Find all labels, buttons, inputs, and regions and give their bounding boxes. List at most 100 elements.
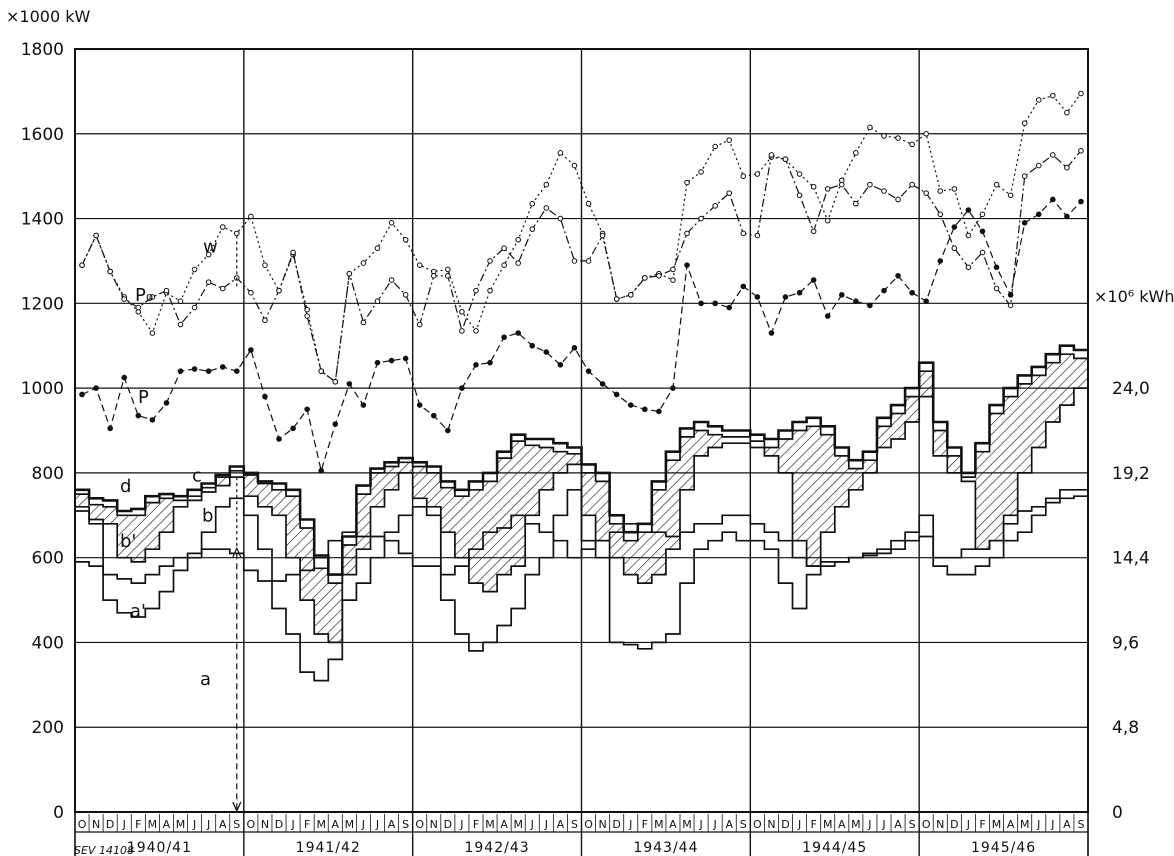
point-w	[1035, 162, 1042, 169]
y-tick-label: 0	[53, 803, 64, 823]
point-P₀	[670, 277, 676, 283]
year-label: 1942/43	[464, 840, 529, 856]
point-P	[670, 385, 676, 391]
curve-label: b	[202, 506, 213, 527]
month-label: S	[233, 818, 240, 831]
year-label: 1940/41	[127, 840, 192, 856]
point-w	[824, 186, 831, 192]
point-P₀	[740, 173, 747, 179]
hatch-segment	[778, 438, 793, 473]
month-label: M	[823, 818, 833, 831]
month-label: N	[430, 818, 438, 831]
series-b	[75, 387, 1088, 644]
hatch-segment	[525, 445, 540, 516]
point-P₀	[388, 219, 395, 226]
point-P	[374, 359, 381, 366]
point-w	[177, 321, 184, 328]
month-label: J	[698, 818, 702, 831]
month-label: A	[1063, 818, 1071, 831]
point-w	[402, 292, 409, 298]
hatch-segment	[694, 430, 709, 456]
month-label: M	[654, 818, 664, 831]
point-w	[951, 245, 958, 252]
point-P	[1021, 219, 1028, 226]
month-label: J	[206, 818, 210, 831]
point-P	[445, 427, 451, 434]
hatch-segment	[933, 430, 948, 456]
point-P	[627, 402, 634, 408]
hatch-segment	[145, 502, 160, 550]
point-w	[810, 228, 817, 235]
point-P	[1035, 211, 1042, 218]
point-P₀	[853, 150, 859, 156]
hatch-segment	[384, 466, 399, 490]
point-P	[585, 368, 592, 374]
point-P₀	[177, 298, 184, 305]
hatch-segment	[975, 451, 990, 550]
point-w	[937, 211, 944, 218]
month-label: J	[1050, 818, 1054, 831]
point-P	[838, 292, 845, 298]
month-label: J	[530, 818, 534, 831]
point-w	[684, 230, 690, 237]
month-label: O	[247, 818, 256, 831]
point-P₀	[979, 211, 986, 218]
month-label: J	[797, 818, 801, 831]
point-w	[290, 249, 296, 256]
point-w	[248, 289, 254, 296]
month-label: D	[106, 818, 114, 831]
point-P	[782, 294, 789, 300]
point-P	[402, 355, 409, 362]
chart-series	[75, 90, 1088, 682]
point-P₀	[557, 150, 564, 156]
month-label: O	[78, 818, 87, 831]
point-P	[543, 349, 550, 355]
point-P₀	[571, 162, 578, 169]
month-label: D	[444, 818, 452, 831]
point-w	[388, 277, 395, 283]
point-P₀	[233, 230, 240, 237]
point-P	[135, 412, 142, 419]
point-P	[346, 381, 353, 387]
point-P₀	[698, 169, 704, 175]
month-label: M	[992, 818, 1002, 831]
hatch-segment	[581, 472, 596, 516]
hatch-segment	[637, 532, 652, 584]
month-label: F	[979, 818, 985, 831]
point-P	[487, 359, 493, 366]
point-P₀	[712, 143, 718, 150]
hatch-segment	[511, 441, 526, 567]
point-P	[1007, 292, 1014, 298]
point-P	[93, 385, 99, 391]
hatch-segment	[539, 447, 554, 490]
chart-labels: P₀ Pw d cb b' a' a	[120, 235, 242, 813]
point-P	[1078, 198, 1084, 205]
point-P₀	[993, 181, 1000, 188]
month-label: J	[361, 818, 365, 831]
point-P	[107, 425, 113, 432]
y-tick-label: 1600	[21, 125, 64, 145]
point-P	[754, 294, 761, 300]
month-label: M	[851, 818, 861, 831]
month-label: A	[1007, 818, 1015, 831]
point-w	[1064, 164, 1070, 171]
point-P	[290, 425, 296, 432]
month-label: J	[628, 818, 632, 831]
point-P₀	[796, 171, 803, 177]
point-P	[501, 334, 507, 341]
point-w	[881, 188, 887, 194]
month-label: M	[316, 818, 326, 831]
point-P	[248, 347, 254, 353]
hatch-segment	[876, 426, 892, 448]
hatch-segment	[947, 455, 962, 473]
point-P₀	[1007, 192, 1014, 199]
point-P	[219, 364, 226, 370]
month-label: S	[1077, 818, 1084, 831]
series-c	[75, 353, 1088, 584]
point-P	[923, 298, 930, 305]
month-label: J	[192, 818, 196, 831]
month-label: J	[966, 818, 970, 831]
point-P	[993, 264, 1000, 271]
point-P₀	[1035, 97, 1042, 103]
year-label: 1944/45	[802, 840, 867, 856]
